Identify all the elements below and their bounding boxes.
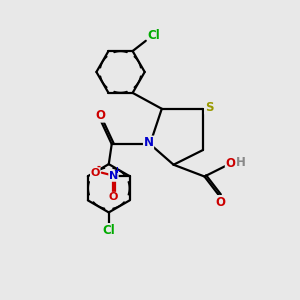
Text: O: O (96, 109, 106, 122)
Text: N: N (109, 171, 118, 181)
Text: Cl: Cl (148, 29, 160, 42)
Text: Cl: Cl (102, 224, 115, 237)
Text: O: O (91, 168, 100, 178)
Text: O: O (109, 192, 118, 203)
Text: -: - (96, 162, 100, 172)
Text: O: O (216, 196, 226, 208)
Text: N: N (143, 136, 154, 149)
Text: H: H (236, 156, 246, 169)
Text: +: + (113, 167, 121, 176)
Text: O: O (225, 157, 236, 170)
Text: S: S (205, 101, 213, 114)
